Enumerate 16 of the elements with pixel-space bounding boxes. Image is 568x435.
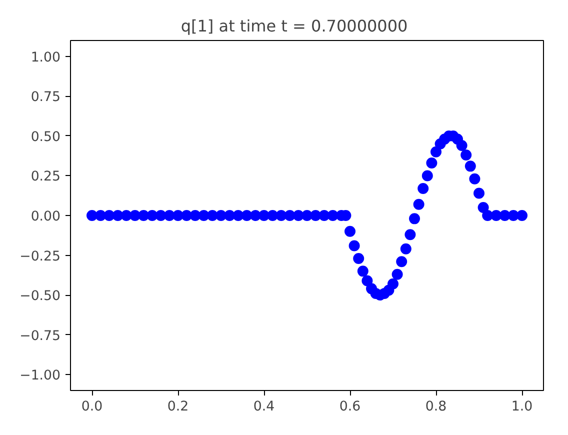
y-tick-label: −0.75 xyxy=(20,328,60,344)
y-tick-label: 1.00 xyxy=(30,50,61,66)
y-tick-label: −0.50 xyxy=(20,289,60,304)
x-tick-label: 0.8 xyxy=(425,400,447,414)
y-tick-label: −1.00 xyxy=(20,368,60,384)
x-tick-label: 0.2 xyxy=(167,400,189,414)
y-tick-label: −0.25 xyxy=(20,249,60,264)
y-tick-label: 0.25 xyxy=(30,170,61,185)
y-tick-label: 0.00 xyxy=(30,210,61,224)
x-tick-label: 0.0 xyxy=(81,400,103,414)
y-tick-label: 0.50 xyxy=(30,130,61,145)
x-tick-label: 1.0 xyxy=(511,400,533,414)
x-tick-label: 0.4 xyxy=(253,400,275,414)
chart-title: q[1] at time t = 0.70000000 xyxy=(180,16,408,36)
x-tick-label: 0.6 xyxy=(339,400,361,414)
y-tick-label: 0.75 xyxy=(30,90,61,106)
